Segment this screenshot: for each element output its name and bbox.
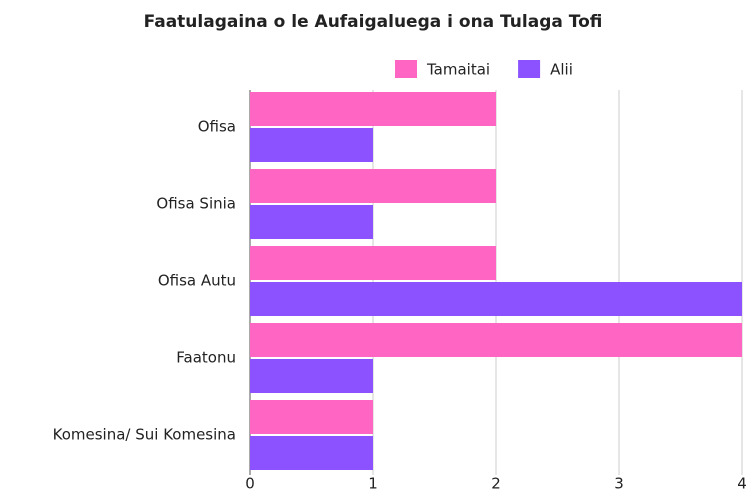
bar [250,128,373,162]
x-tick-label: 3 [614,475,624,493]
y-tick-label: Ofisa [198,118,236,136]
x-tick-label: 4 [737,475,746,493]
y-tick-label: Komesina/ Sui Komesina [53,426,236,444]
y-tick-label: Ofisa Sinia [156,195,236,213]
bar [250,323,742,357]
legend-label: Alii [550,61,573,79]
bar [250,282,742,316]
y-tick-label: Ofisa Autu [158,272,236,290]
x-tick-label: 2 [491,475,501,493]
legend-label: Tamaitai [426,61,490,79]
bar [250,205,373,239]
x-tick-label: 1 [368,475,378,493]
legend-swatch [395,60,417,78]
bar [250,92,496,126]
bar [250,169,496,203]
y-tick-label: Faatonu [176,349,236,367]
bar [250,246,496,280]
bar [250,400,373,434]
chart-title: Faatulagaina o le Aufaigaluega i ona Tul… [144,12,603,32]
x-tick-label: 0 [245,475,255,493]
bar [250,359,373,393]
bar [250,436,373,470]
legend-swatch [518,60,541,78]
